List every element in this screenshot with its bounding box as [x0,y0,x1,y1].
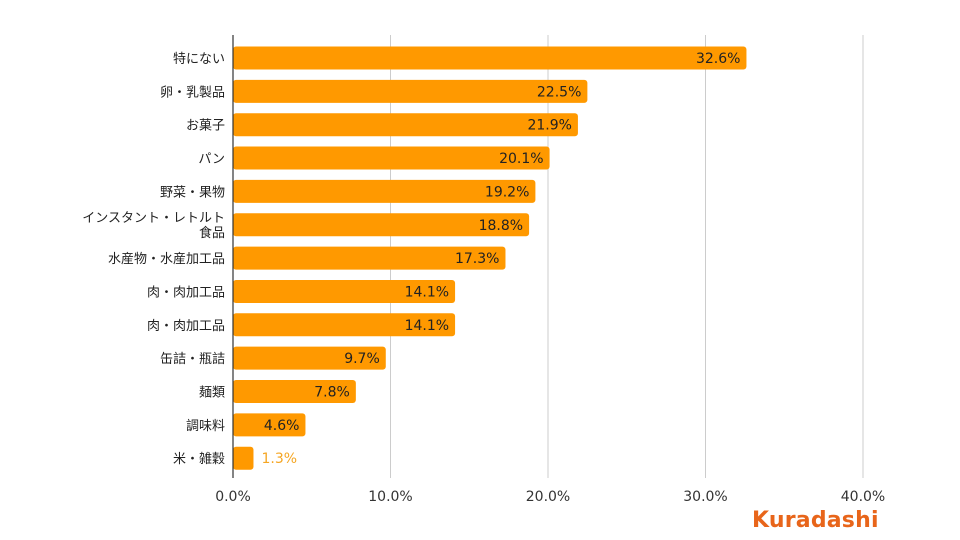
value-label-1: 22.5% [537,84,581,100]
value-label-6: 17.3% [455,251,499,267]
category-label-0: 特にない [173,52,225,67]
bar-3 [233,146,550,170]
kuradashi-logo: Kuradashi [752,508,879,533]
bar-5 [233,213,530,237]
category-label-2: お菓子 [186,119,225,134]
value-label-10: 7.8% [314,385,350,401]
value-label-5: 18.8% [479,218,523,234]
bar-8 [233,313,456,337]
bar-2 [233,113,578,137]
value-label-8: 14.1% [405,318,449,334]
bar-9 [233,346,386,370]
category-label-12: 米・雑穀 [173,451,225,467]
bar-4 [233,179,536,203]
category-label-10: 麺類 [199,386,225,401]
category-label-11: 調味料 [186,419,225,434]
x-tick-label-4: 40.0% [841,489,885,505]
value-labels: 32.6% 22.5% 21.9% 20.1% 19.2% 18.8% 17.3% 14.1%… [261,51,740,467]
category-label-8: 肉・肉加工品 [147,319,225,334]
bar-12 [233,446,254,470]
bar-6 [233,246,506,270]
bar-1 [233,79,588,103]
bar-11 [233,413,306,437]
x-tick-label-0: 0.0% [215,489,251,505]
x-tick-label-1: 10.0% [368,489,412,505]
bar-0 [233,46,747,70]
category-label-3: パン [198,152,225,167]
value-label-11: 4.6% [264,418,300,434]
value-label-9: 9.7% [344,351,380,367]
bars [233,46,747,470]
bar-7 [233,279,456,303]
x-tick-label-2: 20.0% [526,489,570,505]
value-label-2: 21.9% [527,118,571,134]
x-axis-ticks: 0.0% 10.0% 20.0% 30.0% 40.0% [215,489,885,505]
value-label-3: 20.1% [499,151,543,167]
category-labels: 特にない卵・乳製品お菓子パン野菜・果物インスタント・レトルト食品水産物・水産加工… [82,52,225,467]
category-label-1: 卵・乳製品 [160,85,225,100]
category-label-5: インスタント・レトルト食品 [82,211,225,241]
category-label-4: 野菜・果物 [160,185,225,200]
category-label-6: 水産物・水産加工品 [108,251,225,267]
x-tick-label-3: 30.0% [683,489,727,505]
value-label-7: 14.1% [405,284,449,300]
value-label-12: 1.3% [261,451,297,467]
value-label-4: 19.2% [485,184,529,200]
category-label-9: 缶詰・瓶詰 [160,351,225,367]
value-label-0: 32.6% [696,51,740,67]
category-label-7: 肉・肉加工品 [147,285,225,300]
bar-10 [233,380,356,403]
